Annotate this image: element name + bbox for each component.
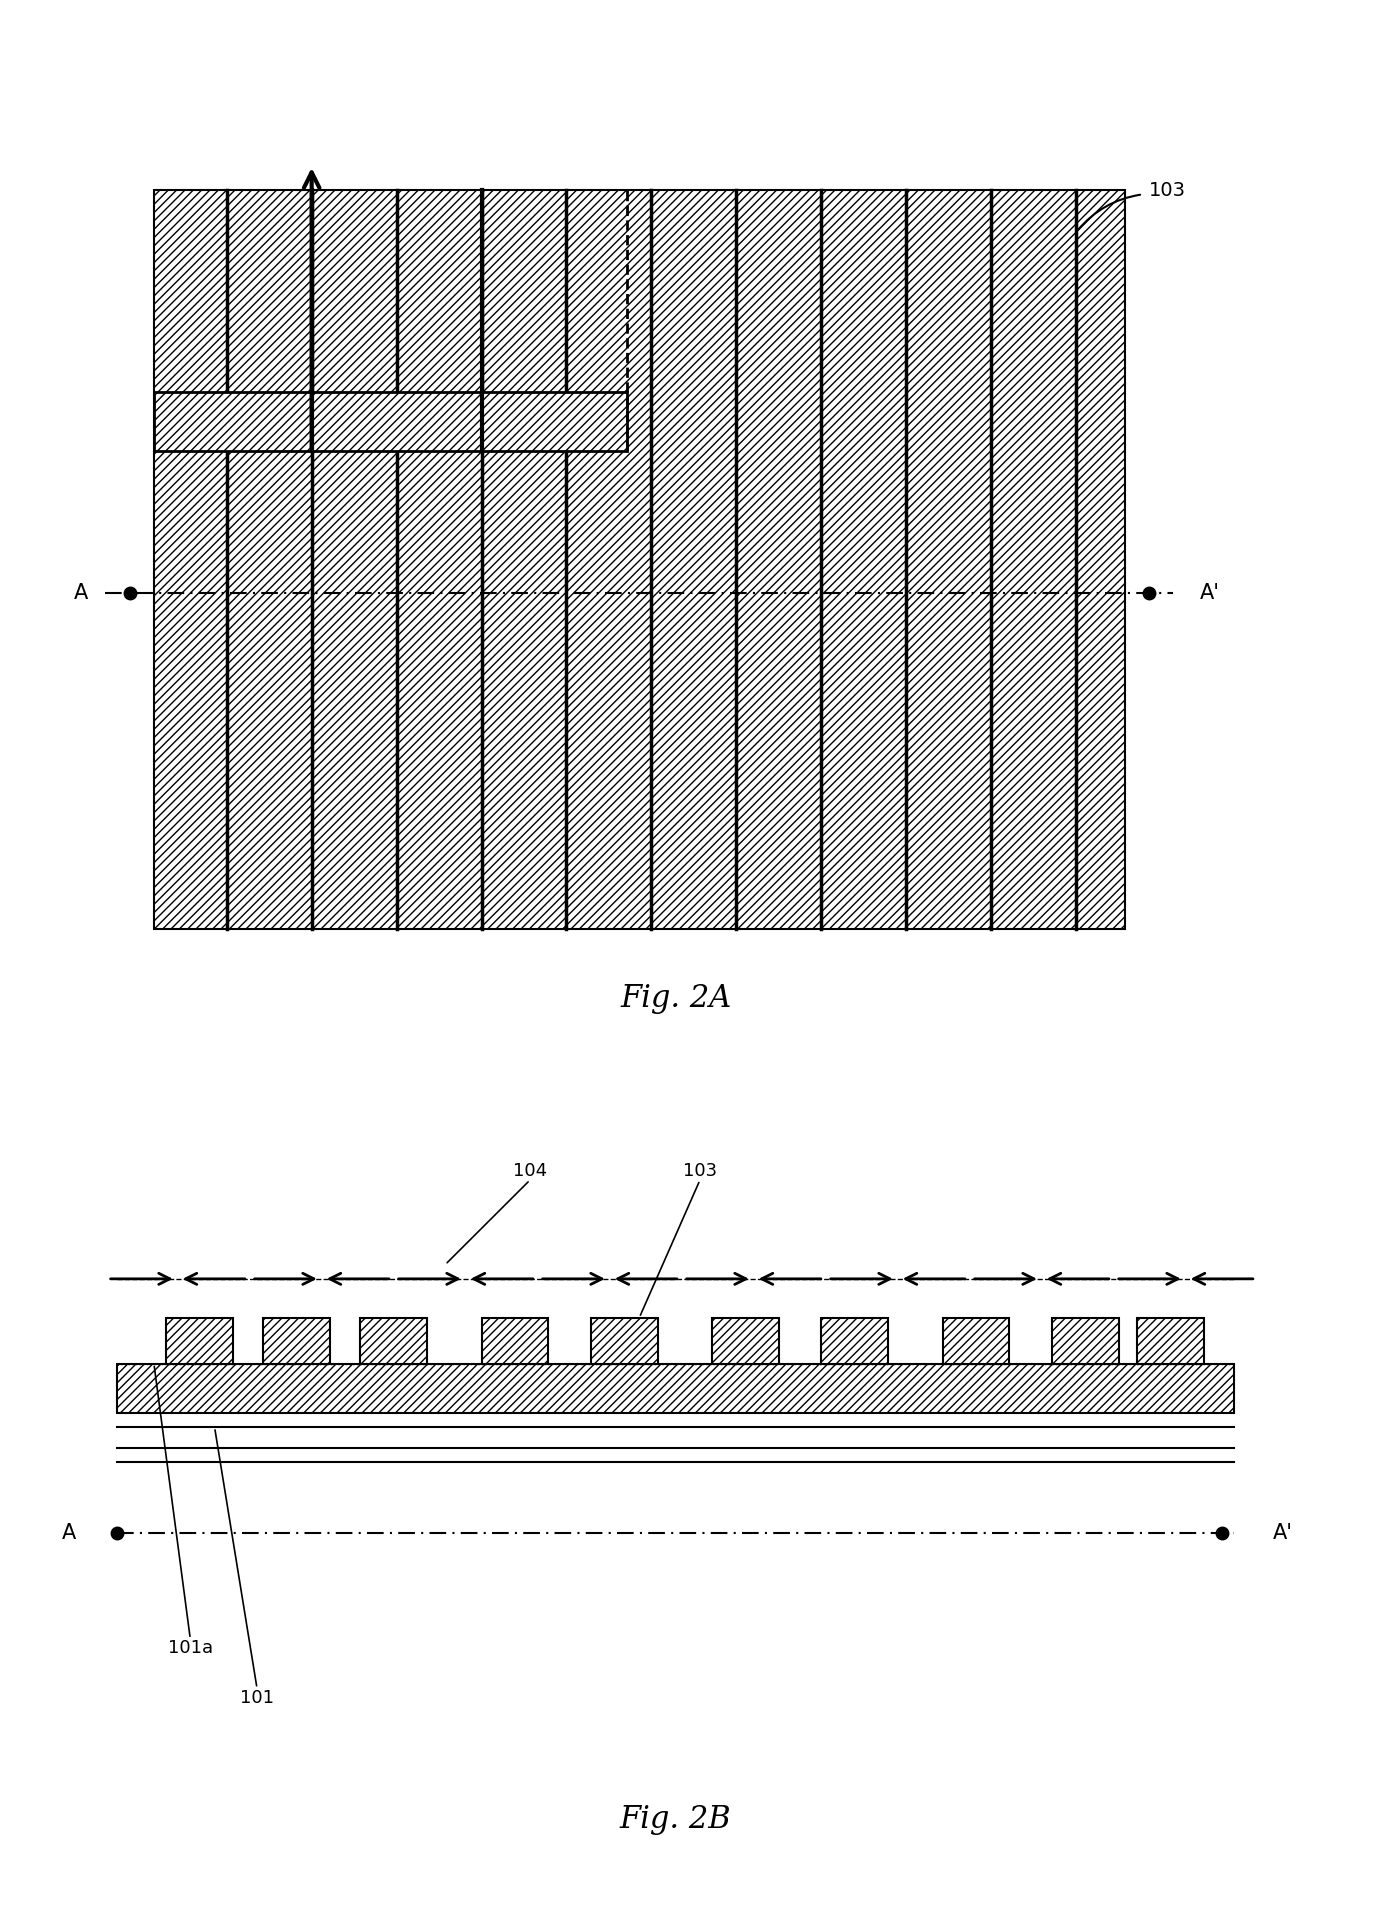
Bar [360, 1317, 427, 1363]
Bar [481, 1317, 549, 1363]
Bar [590, 1317, 658, 1363]
Bar [1052, 1317, 1118, 1363]
Bar [154, 191, 1125, 930]
Bar [943, 1317, 1009, 1363]
Bar [712, 1317, 779, 1363]
Bar [165, 1317, 233, 1363]
Bar [263, 1317, 330, 1363]
Bar [154, 391, 627, 451]
Text: Fig. 2B: Fig. 2B [621, 1804, 731, 1835]
Text: 103: 103 [1149, 181, 1186, 200]
Text: 104: 104 [513, 1163, 547, 1180]
Text: A': A' [1273, 1523, 1292, 1542]
Bar [117, 1363, 1234, 1413]
Text: Fig. 2A: Fig. 2A [621, 983, 731, 1014]
Bar [1136, 1317, 1204, 1363]
Text: A: A [74, 584, 88, 603]
Bar [822, 1317, 888, 1363]
Text: 101a: 101a [168, 1640, 212, 1657]
Text: A': A' [1200, 584, 1219, 603]
Text: A: A [62, 1523, 76, 1542]
Text: 103: 103 [683, 1163, 717, 1180]
Text: 101: 101 [240, 1688, 274, 1707]
